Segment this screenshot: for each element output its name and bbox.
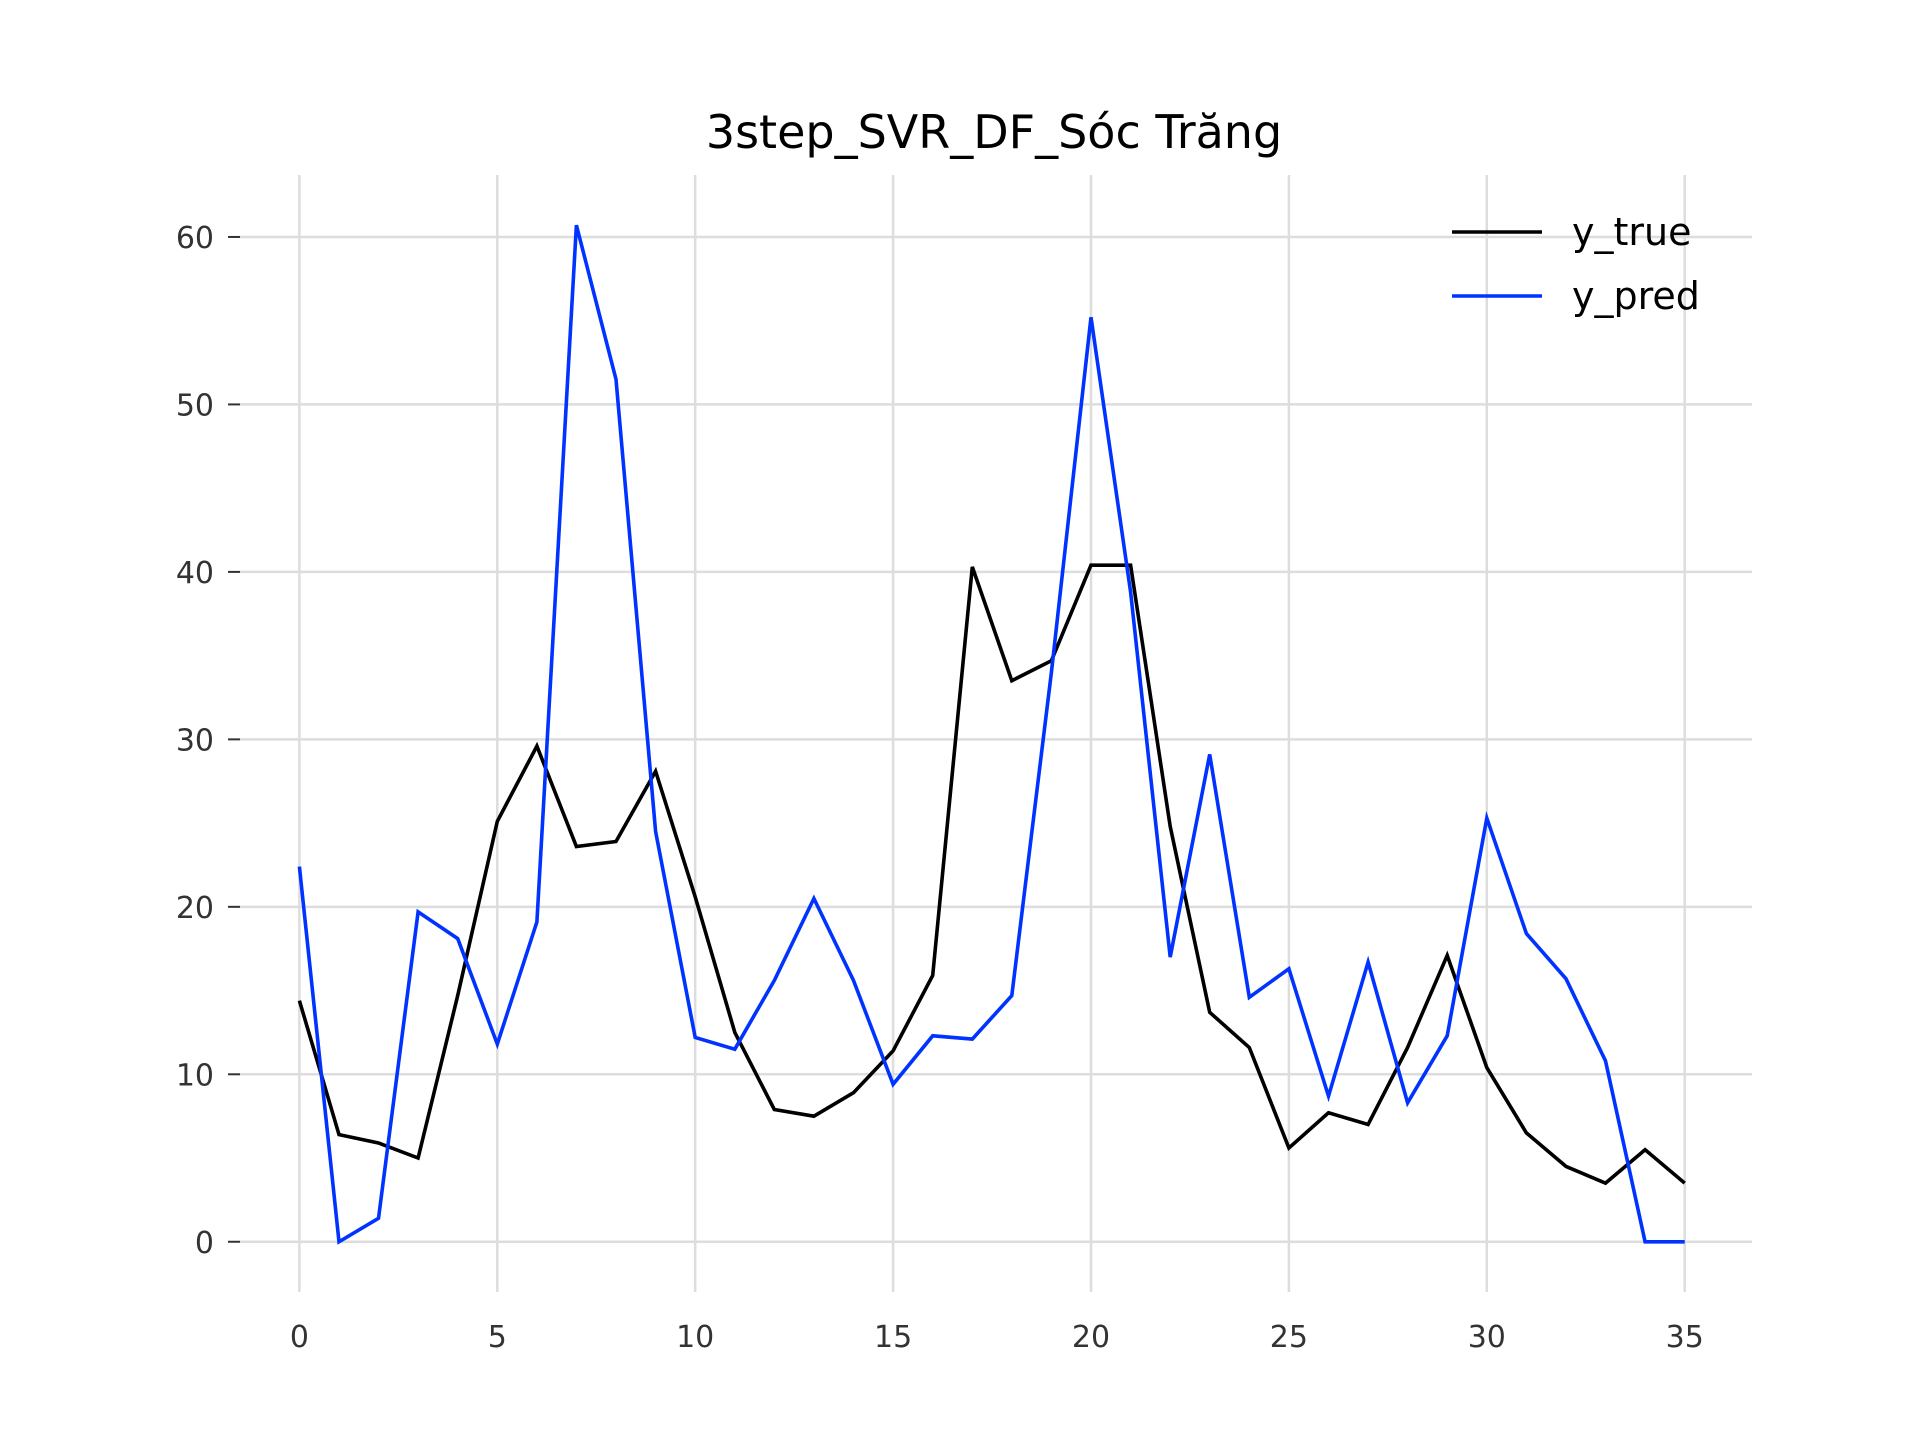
series-lines [297, 224, 1686, 1245]
legend: y_true y_pred [1452, 210, 1700, 318]
series-line-y-true [297, 563, 1686, 1186]
x-tick-label: 0 [290, 1320, 309, 1355]
y-tick-label: 0 [195, 1226, 214, 1261]
legend-label-y-pred: y_pred [1572, 274, 1700, 318]
y-tick-label: 50 [176, 388, 214, 423]
y-tick-label: 30 [176, 723, 214, 758]
x-tick-label: 35 [1666, 1320, 1704, 1355]
x-tick-label: 15 [874, 1320, 912, 1355]
x-tick-label: 10 [676, 1320, 714, 1355]
y-tick-label: 20 [176, 891, 214, 926]
legend-label-y-true: y_true [1572, 210, 1691, 254]
y-tick-label: 40 [176, 556, 214, 591]
y-tick-label: 60 [176, 221, 214, 256]
series-line-y-pred [297, 224, 1685, 1245]
x-tick-label: 20 [1072, 1320, 1110, 1355]
x-tick-label: 25 [1270, 1320, 1308, 1355]
x-tick-label: 5 [488, 1320, 507, 1355]
x-tick-label: 30 [1468, 1320, 1506, 1355]
y-tick-label: 10 [176, 1058, 214, 1093]
axis-ticks: 0 5 10 15 20 25 30 35 0 10 20 30 40 50 60 [176, 221, 1704, 1355]
chart-title: 3step_SVR_DF_Sóc Trăng [706, 105, 1282, 159]
grid [240, 175, 1752, 1292]
